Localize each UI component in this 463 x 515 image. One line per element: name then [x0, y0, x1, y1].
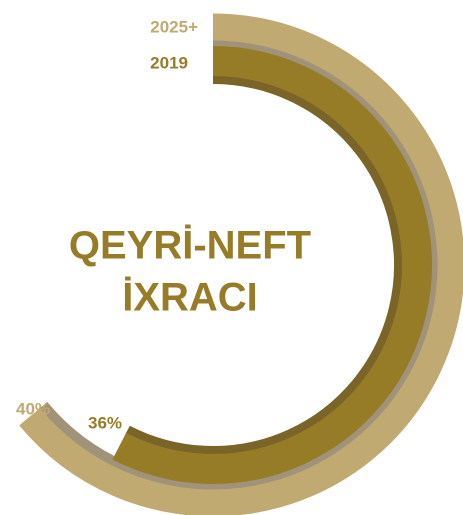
- ring-band: [39, 40, 438, 490]
- radial-bar: [112, 46, 432, 484]
- value-label: 40%: [16, 399, 50, 418]
- category-label: 2019: [150, 53, 188, 72]
- chart-title: İXRACI: [122, 276, 258, 320]
- category-label: 2025+: [150, 17, 198, 36]
- ring-band: [125, 74, 405, 456]
- value-label: 36%: [88, 413, 122, 432]
- radial-bar: [19, 13, 463, 515]
- chart-title: QEYRİ-NEFT: [69, 224, 311, 268]
